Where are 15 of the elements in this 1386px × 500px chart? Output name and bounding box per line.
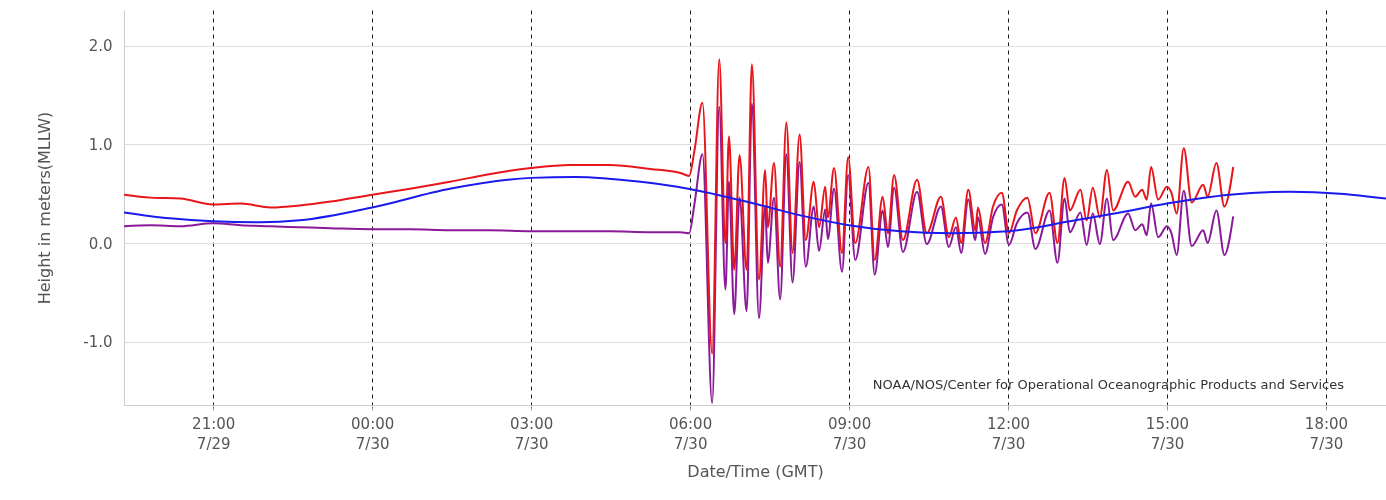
- y-tick-label: -1.0: [83, 333, 113, 352]
- x-tick-label: 06:00 7/30: [668, 414, 713, 453]
- x-axis-title: Date/Time (GMT): [687, 461, 824, 481]
- x-tick-label: 18:00 7/30: [1304, 414, 1349, 453]
- x-tick-label: 00:00 7/30: [351, 414, 395, 453]
- x-tick-label: 09:00 7/30: [827, 414, 872, 453]
- x-tick-label: 21:00 7/29: [192, 414, 236, 453]
- y-axis-title: Height in meters(MLLW): [35, 111, 55, 305]
- y-tick-label: 2.0: [88, 37, 113, 56]
- x-tick-label: 15:00 7/30: [1145, 414, 1190, 453]
- x-tick-label: 12:00 7/30: [986, 414, 1031, 453]
- y-tick-label: 0.0: [88, 234, 113, 253]
- y-tick-label: 1.0: [88, 135, 113, 154]
- annotation: NOAA/NOS/Center for Operational Oceanographic Products and Services: [872, 377, 1345, 392]
- x-tick-label: 03:00 7/30: [510, 414, 554, 453]
